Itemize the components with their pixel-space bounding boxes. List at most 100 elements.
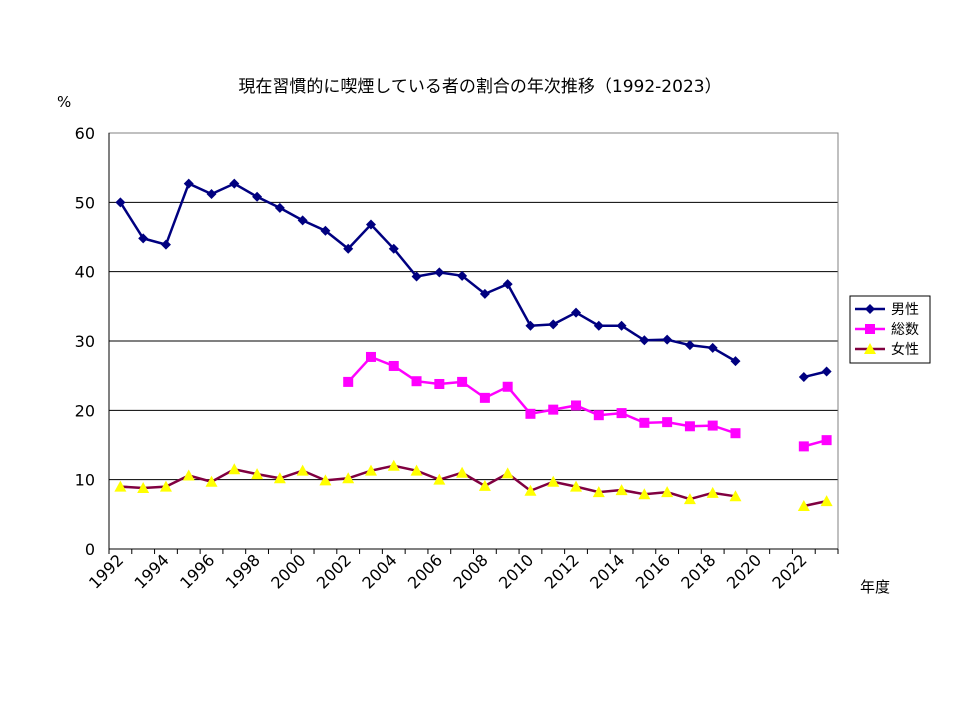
data-point-male <box>183 178 194 189</box>
x-tick-label: 2002 <box>313 550 355 592</box>
x-axis-title: 年度 <box>860 578 890 596</box>
x-tick-label: 2006 <box>404 550 446 592</box>
data-point-total <box>548 404 559 415</box>
x-tick-label: 2022 <box>768 550 810 592</box>
data-point-male <box>274 202 285 213</box>
data-point-male <box>206 189 217 200</box>
y-tick-label: 10 <box>75 471 95 490</box>
x-tick-label: 1994 <box>131 550 173 592</box>
data-point-female <box>638 488 651 500</box>
data-point-male <box>662 334 673 345</box>
data-point-total <box>616 408 627 419</box>
chart-title: 現在習慣的に喫煙している者の割合の年次推移（1992-2023） <box>238 77 721 97</box>
data-point-male <box>798 372 809 383</box>
data-point-female <box>182 469 195 481</box>
data-point-male <box>502 279 513 290</box>
data-point-male <box>457 270 468 281</box>
data-point-total <box>684 421 695 432</box>
y-tick-label: 30 <box>75 332 95 351</box>
data-point-male <box>411 271 422 282</box>
data-point-total <box>525 408 536 419</box>
data-point-total <box>388 360 399 371</box>
data-point-female <box>342 472 355 484</box>
data-point-male <box>525 320 536 331</box>
data-point-male <box>343 243 354 254</box>
data-point-total <box>411 376 422 387</box>
y-axis-ticks: 0 10 20 30 40 50 60 <box>75 124 95 559</box>
data-point-female <box>456 466 469 478</box>
data-point-female <box>729 490 742 502</box>
y-tick-label: 0 <box>85 540 95 559</box>
data-point-female <box>364 464 377 476</box>
legend-label: 男性 <box>891 302 919 318</box>
data-point-male <box>479 288 490 299</box>
data-point-female <box>478 479 491 491</box>
legend-marker <box>864 343 876 354</box>
data-point-male <box>707 342 718 353</box>
y-tick-label: 60 <box>75 124 95 143</box>
data-point-female <box>797 500 810 512</box>
data-point-female <box>547 475 560 487</box>
data-point-total <box>639 417 650 428</box>
data-point-female <box>205 475 218 487</box>
series-line-female <box>120 464 736 501</box>
gridlines <box>108 132 839 550</box>
data-point-male <box>730 356 741 367</box>
data-point-total <box>343 376 354 387</box>
x-tick-label: 2010 <box>495 550 537 592</box>
series-line-total <box>347 355 736 435</box>
series-total <box>343 351 832 452</box>
data-point-total <box>593 410 604 421</box>
x-tick-label: 2008 <box>449 550 491 592</box>
data-point-male <box>320 225 331 236</box>
data-point-female <box>387 459 400 471</box>
x-tick-label: 2014 <box>586 550 628 592</box>
data-point-male <box>365 219 376 230</box>
data-point-male <box>229 178 240 189</box>
data-point-male <box>821 366 832 377</box>
x-tick-label: 2020 <box>723 550 765 592</box>
data-point-female <box>706 486 719 498</box>
series-line-male <box>119 181 737 363</box>
data-point-male <box>616 320 627 331</box>
x-tick-label: 2012 <box>541 550 583 592</box>
x-tick-label: 2018 <box>677 550 719 592</box>
legend-marker <box>865 324 875 334</box>
series-group <box>114 178 833 512</box>
data-point-total <box>707 420 718 431</box>
y-tick-label: 50 <box>75 193 95 212</box>
data-point-male <box>138 233 149 244</box>
data-point-female <box>114 480 127 492</box>
data-point-female <box>410 464 423 476</box>
data-point-female <box>273 472 286 484</box>
legend-label: 女性 <box>891 341 919 358</box>
x-tick-label: 2016 <box>632 550 674 592</box>
data-point-total <box>434 378 445 389</box>
data-point-male <box>571 307 582 318</box>
data-point-male <box>548 319 559 330</box>
x-tick-label: 2004 <box>358 550 400 592</box>
data-point-female <box>820 495 833 507</box>
data-point-female <box>137 481 150 493</box>
series-male <box>115 178 832 383</box>
data-point-male <box>388 243 399 254</box>
data-point-female <box>661 486 674 498</box>
data-point-female <box>683 493 696 505</box>
data-point-female <box>319 474 332 486</box>
data-point-male <box>593 320 604 331</box>
legend-label: 総数 <box>891 322 919 338</box>
data-point-total <box>730 428 741 439</box>
data-point-total <box>479 392 490 403</box>
y-axis-unit-label: % <box>57 93 71 111</box>
data-point-female <box>615 484 628 496</box>
data-point-female <box>159 480 172 492</box>
x-tick-label: 1996 <box>176 550 218 592</box>
y-tick-label: 40 <box>75 263 95 282</box>
data-point-male <box>684 340 695 351</box>
data-point-female <box>524 484 537 496</box>
data-point-female <box>433 473 446 485</box>
data-point-total <box>821 435 832 446</box>
data-point-male <box>297 215 308 226</box>
